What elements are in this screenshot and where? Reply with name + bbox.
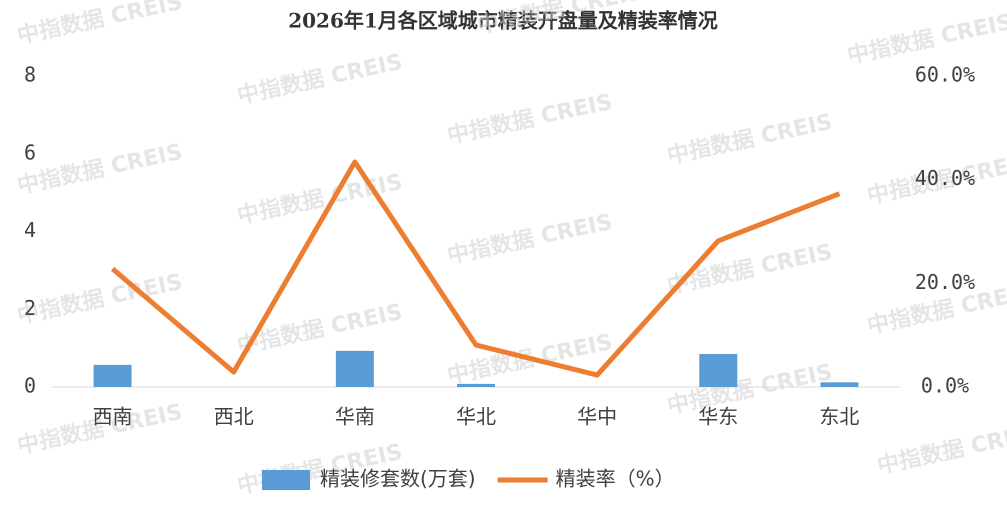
- watermark: 中指数据 CREIS: [875, 419, 1007, 479]
- y2-tick-label: 20.0%: [915, 270, 975, 294]
- x-tick-label: 西北: [214, 405, 254, 429]
- x-tick-label: 西南: [93, 405, 133, 429]
- y2-tick-label: 40.0%: [915, 166, 975, 190]
- y-tick-label: 8: [24, 63, 36, 87]
- y-tick-label: 0: [24, 374, 36, 398]
- bar: [699, 353, 738, 387]
- bar: [820, 382, 859, 387]
- watermark: 中指数据 CREIS: [235, 49, 405, 109]
- x-tick-label: 华北: [456, 405, 496, 429]
- bar: [457, 383, 495, 387]
- watermark: 中指数据 CREIS: [15, 0, 185, 49]
- y2-tick-label: 60.0%: [915, 63, 975, 87]
- line: [110, 159, 841, 378]
- watermark: 中指数据 CREIS: [15, 139, 185, 199]
- watermark: 中指数据 CREIS: [665, 359, 835, 419]
- y-tick-label: 4: [24, 218, 36, 242]
- y-tick-label: 6: [24, 140, 36, 164]
- x-tick-label: 东北: [819, 405, 859, 429]
- y-tick-label: 2: [24, 296, 36, 320]
- watermark: 中指数据 CREIS: [15, 269, 185, 329]
- bar: [335, 350, 374, 387]
- watermark: 中指数据 CREIS: [445, 209, 615, 269]
- bar: [93, 364, 132, 387]
- x-tick-label: 华南: [335, 405, 375, 429]
- legend-label: 精装修套数(万套): [320, 467, 476, 491]
- legend-swatch: [262, 470, 310, 490]
- chart-title: 2026年1月各区域城市精装开盘量及精装率情况: [288, 9, 718, 33]
- x-tick-label: 华中: [577, 405, 617, 429]
- watermark: 中指数据 CREIS: [445, 89, 615, 149]
- y2-tick-label: 0.0%: [921, 374, 969, 398]
- watermark: 中指数据 CREIS: [665, 109, 835, 169]
- legend-label: 精装率（%）: [556, 467, 675, 491]
- watermark: 中指数据 CREIS: [845, 9, 1007, 69]
- x-tick-label: 华东: [698, 405, 738, 429]
